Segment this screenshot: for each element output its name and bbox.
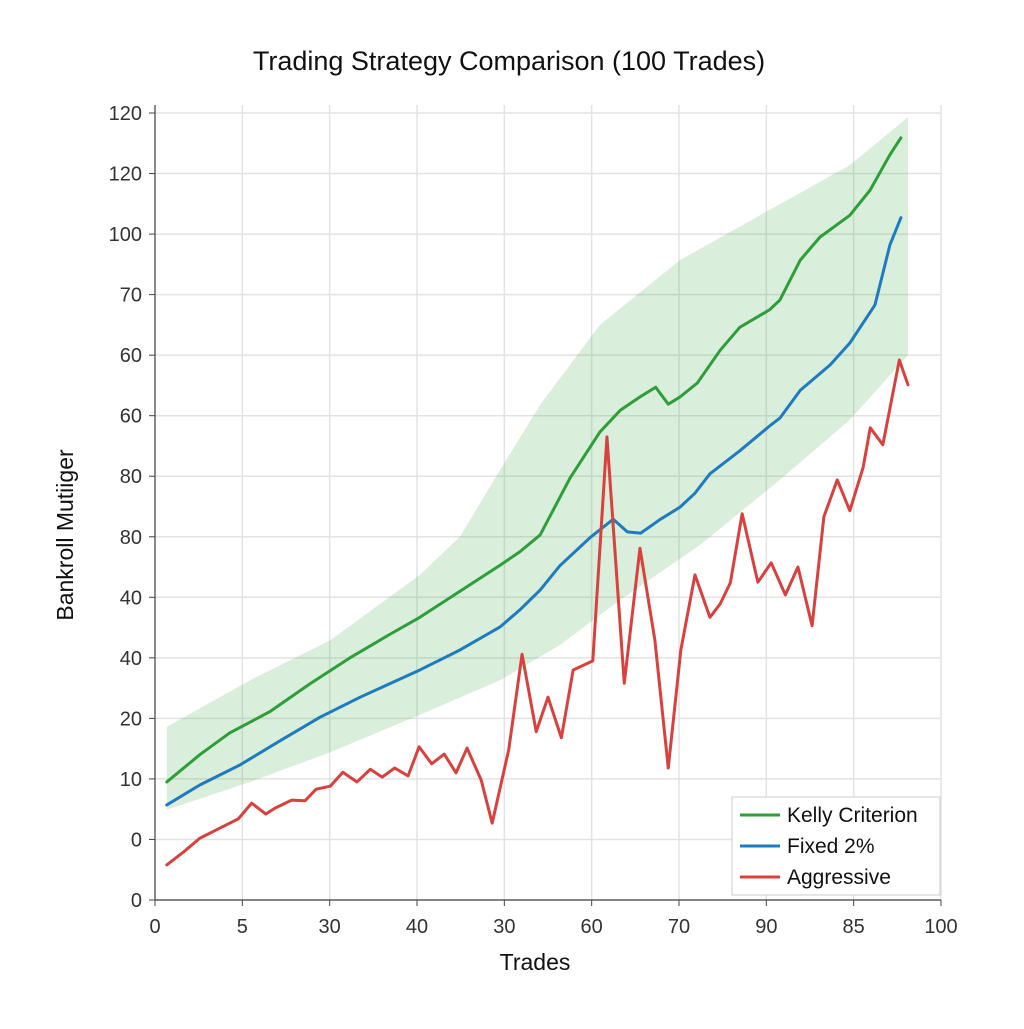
y-tick-label: 60 — [120, 406, 142, 428]
x-tick-label: 90 — [755, 916, 777, 938]
chart-title: Trading Strategy Comparison (100 Trades) — [253, 46, 765, 76]
x-tick-label: 5 — [237, 916, 248, 938]
x-tick-label: 60 — [581, 916, 603, 938]
y-axis-label: Bankroll Mutiiger — [52, 449, 78, 621]
confidence-band-area — [166, 117, 908, 810]
y-tick-label: 10 — [120, 769, 142, 791]
y-tick-label: 0 — [131, 829, 142, 851]
y-ticks: 0 0 10 20 40 40 80 80 60 60 70 100 120 120 — [109, 103, 155, 912]
x-tick-label: 40 — [406, 916, 428, 938]
series-lines — [165, 136, 910, 867]
x-tick-label: 30 — [493, 916, 515, 938]
y-tick-label: 40 — [120, 587, 142, 609]
x-tick-label: 30 — [319, 916, 341, 938]
y-tick-label: 80 — [120, 466, 142, 488]
y-tick-label: 40 — [120, 648, 142, 670]
grid — [154, 105, 942, 901]
x-tick-label: 0 — [149, 916, 160, 938]
x-ticks: 0 5 30 40 30 60 70 90 85 100 — [149, 900, 958, 938]
series-line-kelly-criterion — [165, 136, 903, 784]
x-tick-label: 70 — [668, 916, 690, 938]
legend-label-kelly-criterion: Kelly Criterion — [787, 804, 918, 827]
x-tick-label: 100 — [924, 916, 957, 938]
y-tick-label: 0 — [131, 890, 142, 912]
y-tick-label: 120 — [109, 103, 142, 125]
y-tick-label: 100 — [109, 224, 142, 246]
confidence-band — [166, 117, 908, 810]
x-tick-label: 85 — [843, 916, 865, 938]
legend-label-aggressive: Aggressive — [787, 866, 891, 889]
series-line-aggressive — [165, 358, 910, 867]
legend: Kelly Criterion Fixed 2% Aggressive — [731, 796, 941, 896]
y-tick-label: 80 — [120, 527, 142, 549]
y-tick-label: 120 — [109, 164, 142, 186]
y-tick-label: 70 — [120, 285, 142, 307]
x-axis-label: Trades — [500, 949, 571, 975]
y-tick-label: 60 — [120, 345, 142, 367]
series-line-fixed-2 — [165, 216, 903, 807]
y-tick-label: 20 — [120, 708, 142, 730]
legend-label-fixed-2: Fixed 2% — [787, 835, 875, 858]
